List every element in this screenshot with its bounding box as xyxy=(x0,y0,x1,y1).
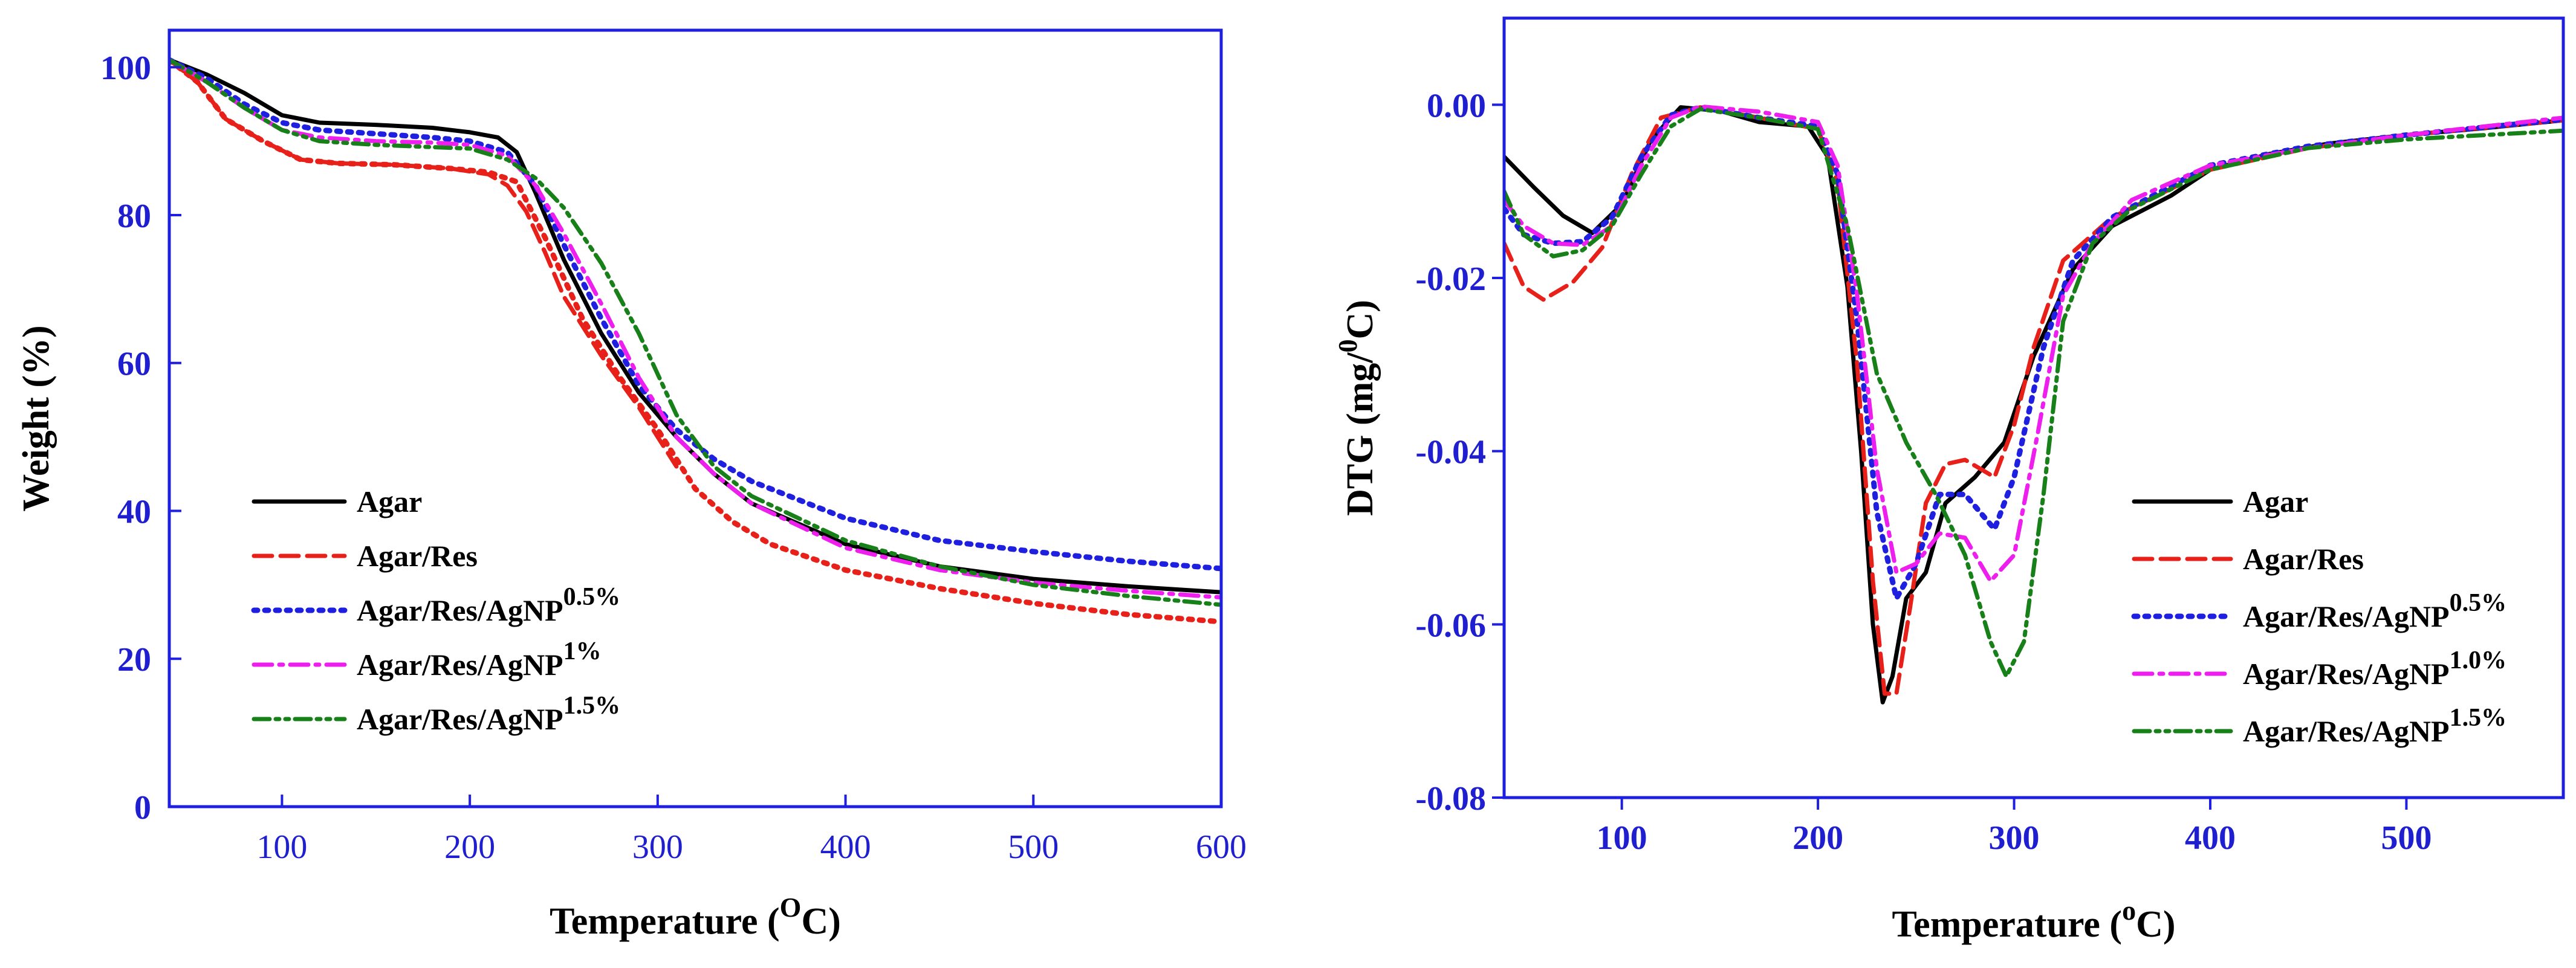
weight-series-line-5 xyxy=(169,57,1221,607)
dtg-legend-label-name-3: Agar/Res/AgNP xyxy=(2243,657,2450,691)
weight-legend-label-0: Agar xyxy=(357,485,422,518)
weight-y-tick-label-2: 40 xyxy=(117,493,151,531)
weight-legend-label-name-2: Agar/Res/AgNP xyxy=(357,593,563,627)
dtg-y-axis-label: DTG (mg/0C) xyxy=(1333,300,1381,516)
weight-x-tick-label-5: 600 xyxy=(1196,828,1247,866)
dtg-x-tick-label-2: 300 xyxy=(1989,819,2040,857)
weight-x-tick-label-0: 100 xyxy=(256,828,307,866)
weight-legend-label-name-0: Agar xyxy=(357,485,422,518)
dtg-legend-label-0: Agar xyxy=(2243,485,2308,518)
dtg-y-tick-label-4: -0.08 xyxy=(1415,780,1486,818)
weight-legend-label-name-4: Agar/Res/AgNP xyxy=(357,702,563,736)
weight-legend-label-2: Agar/Res/AgNP0.5% xyxy=(357,583,620,627)
dtg-legend-label-4: Agar/Res/AgNP1.5% xyxy=(2243,704,2506,748)
weight-legend-label-sup-4: 1.5% xyxy=(563,692,621,720)
dtg-y-tick-label-0: 0.00 xyxy=(1427,87,1486,124)
tga-weight-chart: 100 200 300 400 500 600 0 20 40 60 80 100 Temperatur… xyxy=(16,28,1247,942)
dtg-series-line-1 xyxy=(1504,105,2563,696)
weight-series-line-3 xyxy=(169,57,1221,572)
weight-y-axis-label-main: Weight (%) xyxy=(16,325,57,511)
dtg-x-tick-label-0: 100 xyxy=(1597,819,1647,857)
weight-x-axis-label: Temperature (OC) xyxy=(550,892,841,942)
dtg-y-tick-label-1: -0.02 xyxy=(1415,260,1486,298)
weight-x-axis-label-tail: C) xyxy=(801,901,840,942)
dtg-series-line-2 xyxy=(1504,105,2563,601)
dtg-series-line-4 xyxy=(1504,107,2563,679)
dtg-x-tick-label-4: 500 xyxy=(2381,819,2432,857)
dtg-x-axis-label-sup: o xyxy=(2122,895,2136,926)
dtg-x-axis-label: Temperature (oC) xyxy=(1892,895,2176,945)
dtg-x-tick-label-3: 400 xyxy=(2185,819,2236,857)
weight-legend-label-name-3: Agar/Res/AgNP xyxy=(357,648,563,682)
weight-legend-label-1: Agar/Res xyxy=(357,539,478,573)
dtg-legend-label-sup-2: 0.5% xyxy=(2450,589,2507,617)
dtg-y-tick-label-3: -0.06 xyxy=(1415,607,1486,644)
weight-legend-label-4: Agar/Res/AgNP1.5% xyxy=(357,692,620,736)
weight-series-line-2 xyxy=(169,57,1221,625)
dtg-y-axis-label-sup: 0 xyxy=(1333,340,1363,353)
weight-y-axis-label: Weight (%) xyxy=(16,325,57,511)
weight-y-tick-label-4: 80 xyxy=(117,198,151,235)
dtg-chart: 100 200 300 400 500 0.00 -0.02 -0.04 -0.06 -0.08 T… xyxy=(1333,16,2565,945)
dtg-legend-label-name-0: Agar xyxy=(2243,485,2308,518)
weight-legend-label-3: Agar/Res/AgNP1% xyxy=(357,637,602,682)
weight-y-tick-label-5: 100 xyxy=(100,50,151,87)
dtg-y-axis-label-tail: C) xyxy=(1340,300,1381,339)
dtg-legend-label-3: Agar/Res/AgNP1.0% xyxy=(2243,647,2506,691)
weight-x-tick-label-4: 500 xyxy=(1008,828,1059,866)
dtg-y-axis-label-main: DTG (mg/ xyxy=(1340,352,1381,516)
weight-y-tick-label-3: 60 xyxy=(117,346,151,383)
dtg-legend-label-sup-3: 1.0% xyxy=(2450,647,2507,674)
weight-x-tick-label-2: 300 xyxy=(632,828,683,866)
dtg-x-tick-label-1: 200 xyxy=(1792,819,1843,857)
dtg-y-tick-label-2: -0.04 xyxy=(1415,434,1486,471)
weight-legend-label-sup-3: 1% xyxy=(563,637,602,665)
weight-plot-frame xyxy=(167,28,1223,808)
dtg-legend-label-name-1: Agar/Res xyxy=(2243,542,2364,576)
dtg-legend-label-name-4: Agar/Res/AgNP xyxy=(2243,714,2450,748)
weight-y-tick-label-0: 0 xyxy=(134,789,151,827)
dtg-legend-label-name-2: Agar/Res/AgNP xyxy=(2243,599,2450,633)
weight-legend-label-name-1: Agar/Res xyxy=(357,539,478,573)
weight-x-tick-label-3: 400 xyxy=(820,828,871,866)
weight-y-tick-label-1: 20 xyxy=(117,641,151,679)
dtg-legend-label-1: Agar/Res xyxy=(2243,542,2364,576)
dtg-x-axis-label-tail: C) xyxy=(2136,904,2175,945)
weight-x-axis-label-sup: O xyxy=(780,892,802,923)
weight-legend-label-sup-2: 0.5% xyxy=(563,583,621,611)
dtg-x-axis-label-main: Temperature ( xyxy=(1892,904,2123,945)
dtg-legend-label-sup-4: 1.5% xyxy=(2450,704,2507,732)
weight-x-axis-label-main: Temperature ( xyxy=(550,901,780,942)
dtg-plot-frame xyxy=(1502,16,2565,799)
dtg-legend-label-2: Agar/Res/AgNP0.5% xyxy=(2243,589,2506,633)
weight-x-tick-label-1: 200 xyxy=(444,828,495,866)
